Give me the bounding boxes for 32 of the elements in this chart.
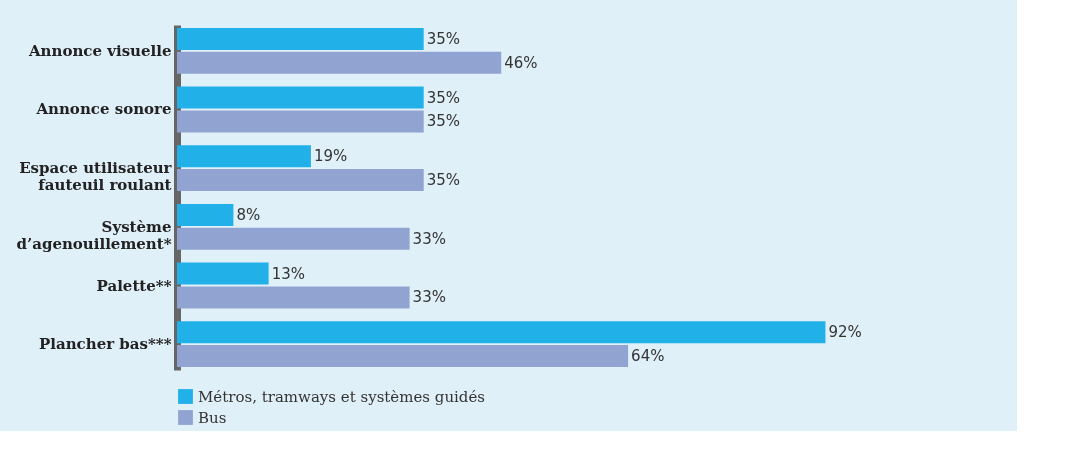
bar <box>177 145 311 168</box>
y-tick-label: Palette** <box>96 276 172 295</box>
bar <box>177 286 410 309</box>
data-label: 33% <box>412 288 446 307</box>
bar <box>177 345 629 368</box>
y-tick-label: Annonce sonore <box>35 100 172 119</box>
bar <box>177 203 234 226</box>
bar <box>177 227 410 250</box>
bar <box>177 110 424 133</box>
bar <box>177 321 826 344</box>
bar <box>177 86 424 109</box>
y-tick-label: Plancher bas*** <box>39 335 172 354</box>
y-tick-label: Espace utilisateur fauteuil roulant <box>19 159 173 195</box>
data-label: 33% <box>412 229 446 248</box>
data-label: 13% <box>271 264 305 283</box>
data-label: 19% <box>313 147 348 166</box>
legend-label: Bus <box>198 408 227 427</box>
bar <box>177 262 269 285</box>
data-label: 35% <box>426 112 461 131</box>
bar <box>177 51 502 74</box>
data-label: 46% <box>504 53 538 72</box>
data-label: 35% <box>426 171 461 190</box>
legend-label: Métros, tramways et systèmes guidés <box>198 387 486 406</box>
bar <box>177 27 424 50</box>
data-label: 64% <box>631 347 665 366</box>
y-tick-label: Annonce visuelle <box>27 41 172 60</box>
data-label: 35% <box>426 88 461 107</box>
data-label: 92% <box>828 323 862 342</box>
y-tick-label: Système d’agenouillement* <box>16 217 172 253</box>
data-label: 8% <box>236 205 261 224</box>
bar <box>177 169 424 192</box>
data-label: 35% <box>426 29 461 48</box>
